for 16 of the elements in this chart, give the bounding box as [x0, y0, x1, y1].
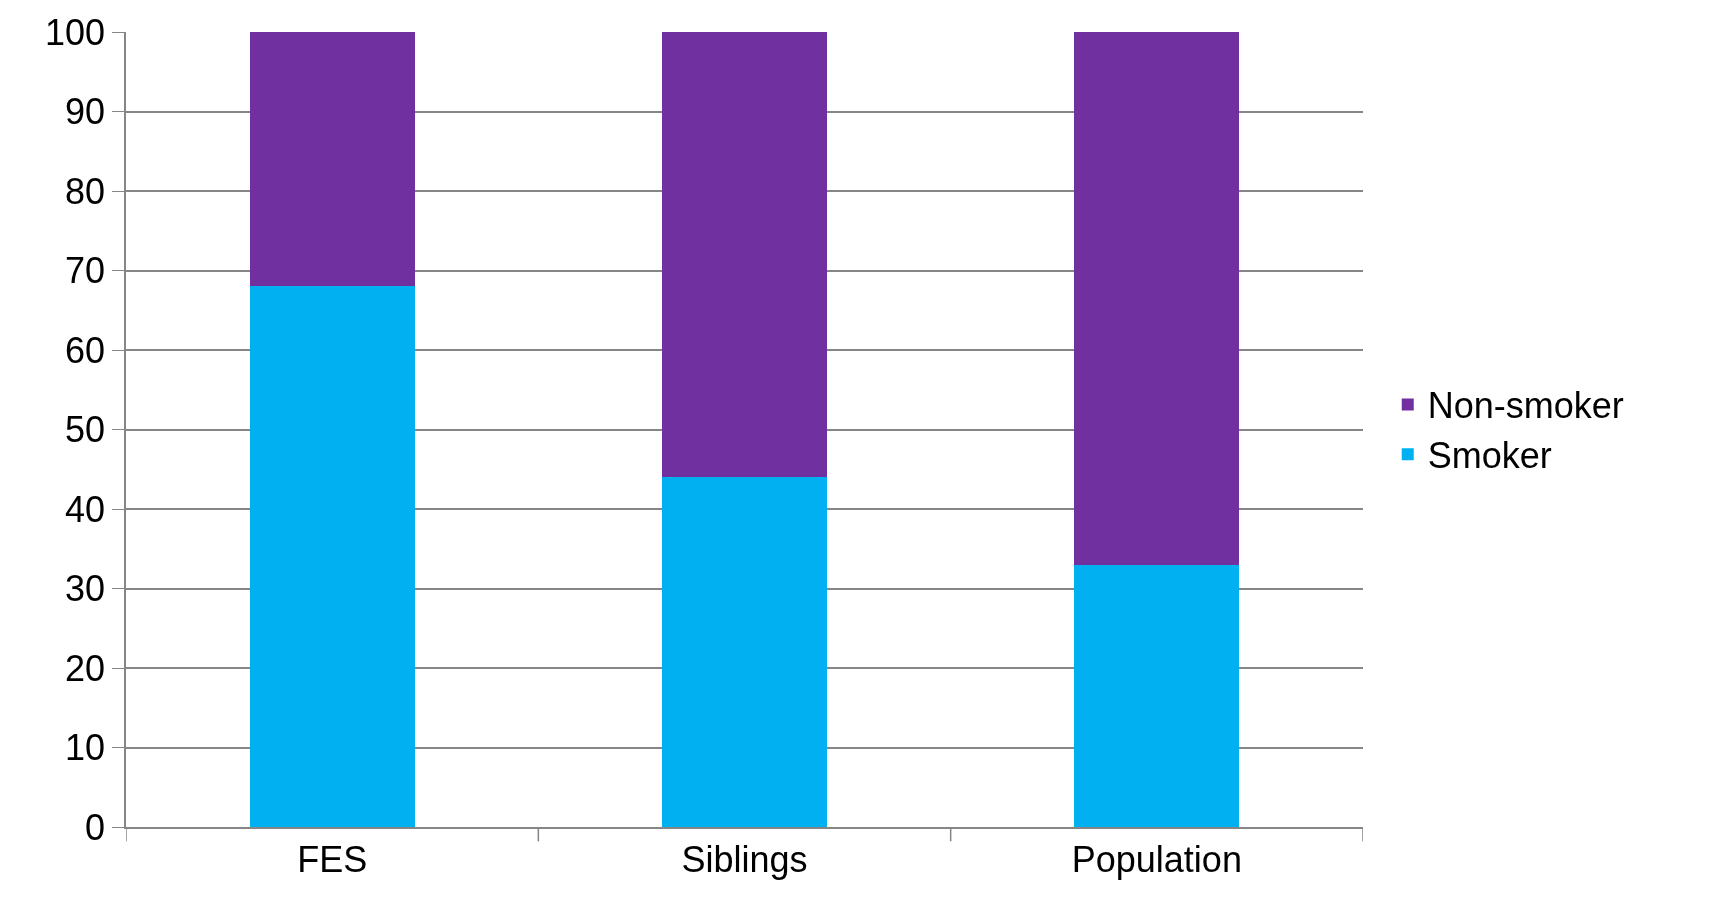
legend-label: Smoker — [1427, 435, 1552, 477]
y-tick-label: 10 — [65, 727, 106, 769]
y-tick-label: 20 — [65, 647, 106, 689]
y-tick-label: 100 — [44, 11, 106, 53]
y-tick-label: 40 — [65, 488, 106, 530]
legend-label: Non-smoker — [1427, 385, 1624, 427]
x-tick-label: FES — [297, 838, 368, 880]
y-tick-label: 0 — [85, 806, 106, 848]
y-tick-label: 30 — [65, 568, 106, 610]
y-tick-label: 80 — [65, 170, 106, 212]
y-tick-label: 70 — [65, 250, 106, 292]
y-tick-label: 60 — [65, 329, 106, 371]
y-tick-label: 50 — [65, 409, 106, 451]
x-tick-label: Population — [1071, 838, 1242, 880]
x-tick-label: Siblings — [681, 838, 808, 880]
y-tick-label: 90 — [65, 91, 106, 133]
